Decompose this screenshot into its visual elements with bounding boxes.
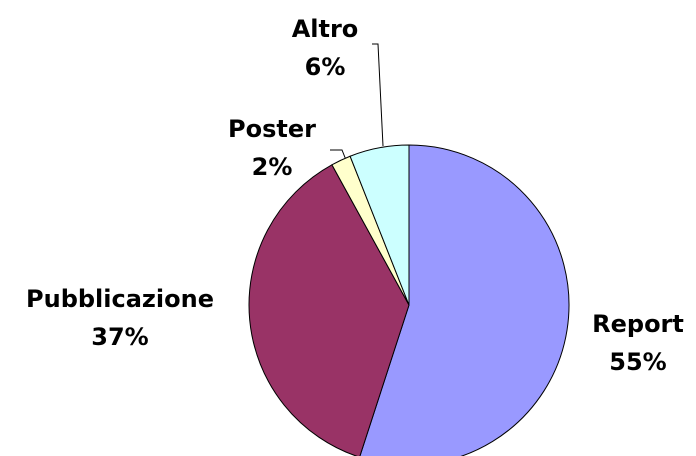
leader-line [330, 149, 347, 161]
value-label: 2% [252, 153, 293, 181]
value-label: 37% [91, 323, 148, 351]
leader-line [372, 43, 384, 147]
slice-label: Altro [292, 15, 359, 43]
slice-label: Poster [228, 115, 316, 143]
value-label: 6% [305, 53, 346, 81]
pie-slice [248, 164, 410, 456]
pie-slice [359, 144, 570, 456]
slice-label: Pubblicazione [26, 285, 214, 313]
pie-slice [349, 144, 410, 306]
value-label: 55% [609, 348, 666, 376]
slice-label: Report [592, 310, 684, 338]
